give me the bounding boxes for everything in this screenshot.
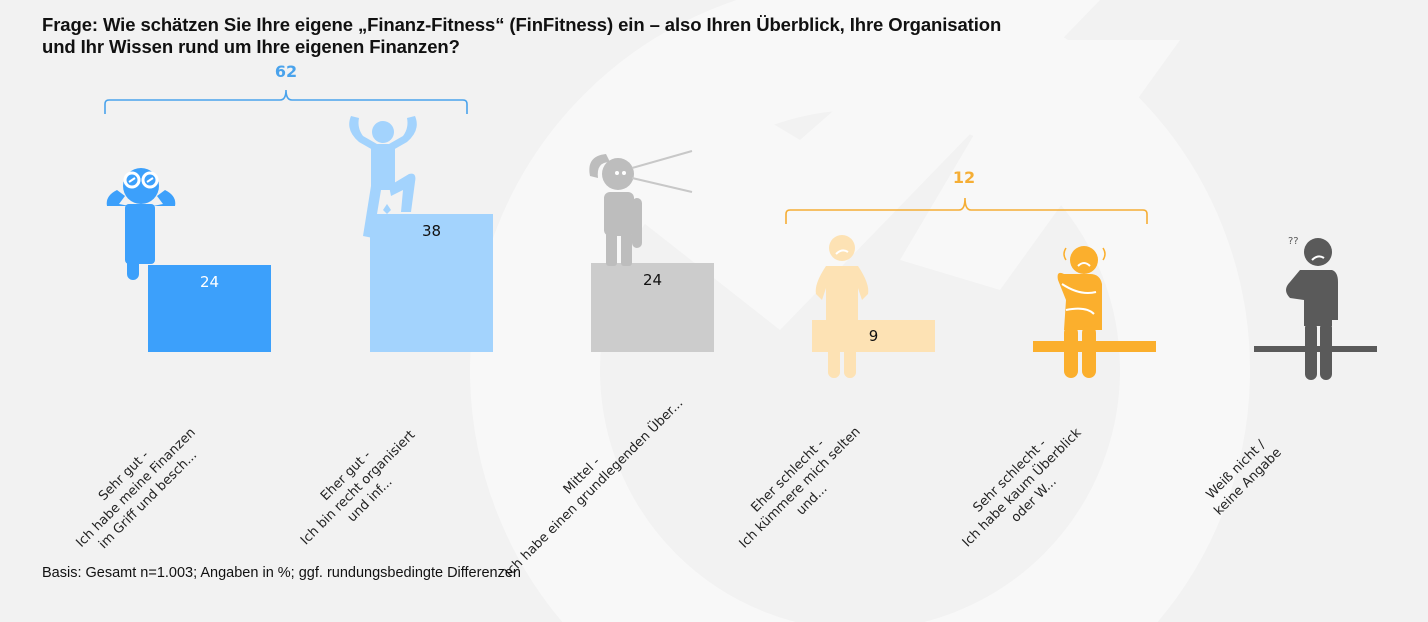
question-title: Frage: Wie schätzen Sie Ihre eigene „Fin… bbox=[42, 14, 1142, 58]
footnote-basis: Basis: Gesamt n=1.003; Angaben in %; ggf… bbox=[42, 565, 521, 581]
bar-value: 24 bbox=[642, 271, 663, 289]
bar-value: 38 bbox=[421, 222, 442, 240]
person-cheering-icon bbox=[349, 116, 417, 238]
person-binoculars-icon bbox=[106, 168, 176, 280]
svg-text:??: ?? bbox=[1288, 236, 1299, 247]
bracket-negative bbox=[785, 197, 1148, 224]
bracket-total-negative: 12 bbox=[952, 168, 976, 187]
bracket-positive bbox=[104, 89, 468, 114]
title-line-2: und Ihr Wissen rund um Ihre eigenen Fina… bbox=[42, 36, 460, 57]
bar-sehr-gut[interactable]: 24 bbox=[148, 265, 271, 352]
person-sad-icon bbox=[815, 235, 869, 378]
bar-mittel[interactable]: 24 bbox=[591, 263, 714, 352]
title-line-1: Frage: Wie schätzen Sie Ihre eigene „Fin… bbox=[42, 14, 1002, 35]
bar-value: 9 bbox=[868, 327, 879, 345]
person-confused-icon: ?? bbox=[1286, 236, 1338, 380]
person-stressed-icon bbox=[1057, 246, 1106, 378]
bar-eher-gut[interactable]: 38 bbox=[370, 214, 493, 352]
bracket-total-positive: 62 bbox=[274, 62, 298, 81]
bar-value: 24 bbox=[199, 273, 220, 291]
person-looking-icon bbox=[589, 150, 693, 266]
